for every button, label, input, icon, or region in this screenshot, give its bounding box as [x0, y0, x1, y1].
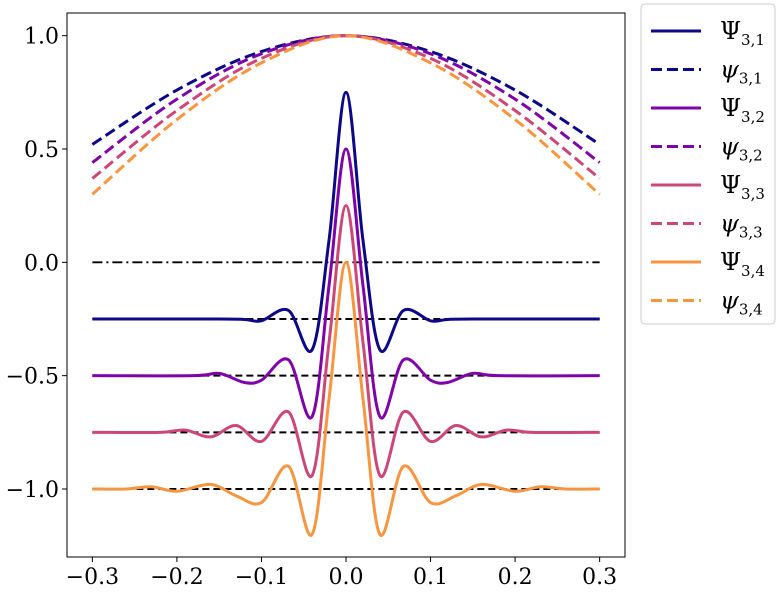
series-Psi-3-1 [92, 90, 600, 354]
y-axis: −1.0 −0.5 0.0 0.5 1.0 [6, 25, 67, 503]
y-tick-label: −0.5 [6, 365, 59, 390]
legend: Ψ3,1 ψ3,1 Ψ3,2 ψ3,2 Ψ3,3 ψ3,3 Ψ3,4 ψ3,4 [640, 3, 776, 325]
y-tick-label: −1.0 [6, 478, 59, 503]
x-tick-label: 0.0 [329, 565, 364, 590]
x-tick-label: 0.1 [413, 565, 448, 590]
series-psi-3-4 [91, 34, 601, 196]
x-tick-label: 0.2 [498, 565, 533, 590]
plot-lines [91, 34, 601, 537]
x-axis: −0.3 −0.2 −0.1 0.0 0.1 0.2 0.3 [66, 557, 617, 590]
legend-label: ψ3,4 [720, 287, 763, 319]
legend-label: ψ3,2 [720, 133, 763, 165]
x-tick-label: 0.3 [582, 565, 617, 590]
y-tick-label: 1.0 [24, 25, 59, 50]
x-tick-label: −0.3 [66, 565, 119, 590]
plot-frame [66, 12, 626, 558]
y-tick-label: 0.0 [24, 251, 59, 276]
series-Psi-3-2 [92, 147, 600, 420]
legend-label: Ψ3,2 [720, 94, 765, 126]
legend-box [640, 3, 776, 325]
x-tick-label: −0.2 [150, 565, 203, 590]
x-tick-label: −0.1 [235, 565, 288, 590]
legend-label: ψ3,1 [720, 56, 763, 88]
y-tick-label: 0.5 [24, 138, 59, 163]
legend-label: ψ3,3 [720, 210, 763, 242]
series-Psi-3-4 [92, 260, 600, 537]
legend-label: Ψ3,1 [720, 17, 765, 49]
legend-label: Ψ3,3 [720, 171, 765, 203]
series-Psi-3-3 [92, 204, 600, 479]
legend-label: Ψ3,4 [720, 248, 765, 280]
